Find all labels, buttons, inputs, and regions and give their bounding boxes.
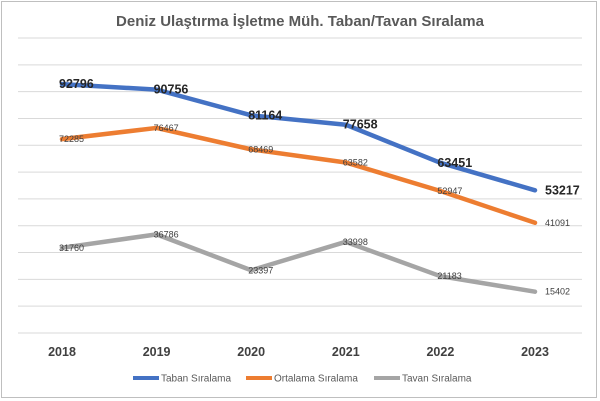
series-line-2	[59, 125, 538, 226]
x-tick-label: 2020	[237, 345, 265, 359]
data-label: 41091	[545, 218, 570, 228]
legend-label: Tavan Sıralama	[402, 374, 472, 385]
data-label: 63451	[437, 156, 472, 170]
data-label: 81164	[248, 108, 282, 122]
data-label: 77658	[343, 118, 378, 132]
data-labels: 92796 90756 81164 77658 63451 53217 72285 76467…	[59, 77, 580, 297]
chart-title: Deniz Ulaştırma İşletme Müh. Taban/Tavan…	[116, 13, 485, 30]
legend: Taban Sıralama Ortalama Sıralama Tavan Sır…	[133, 374, 472, 385]
data-label: 72285	[59, 134, 84, 144]
data-label: 15402	[545, 287, 570, 297]
gridlines	[18, 37, 582, 334]
data-label: 90756	[154, 83, 189, 97]
data-label: 63582	[343, 157, 368, 167]
legend-label: Taban Sıralama	[161, 374, 231, 385]
x-tick-label: 2018	[48, 345, 76, 359]
data-label: 33998	[343, 237, 368, 247]
x-axis-ticks: 2018 2019 2020 2021 2022 2023	[48, 345, 549, 359]
x-tick-label: 2021	[332, 345, 360, 359]
legend-label: Ortalama Sıralama	[274, 374, 358, 385]
data-label: 92796	[59, 77, 94, 91]
data-label: 21183	[437, 271, 461, 281]
x-tick-label: 2019	[143, 345, 171, 359]
x-tick-label: 2022	[426, 345, 454, 359]
data-label: 31760	[59, 243, 84, 253]
data-label: 53217	[545, 183, 580, 197]
data-label: 36786	[154, 229, 179, 239]
series-line-3	[59, 232, 538, 294]
series-lines	[59, 81, 538, 294]
data-label: 68469	[248, 144, 273, 154]
x-tick-label: 2023	[521, 345, 549, 359]
data-label: 23397	[248, 265, 273, 275]
data-label: 76467	[154, 123, 179, 133]
data-label: 52947	[437, 186, 462, 196]
series-line-1	[59, 81, 538, 193]
